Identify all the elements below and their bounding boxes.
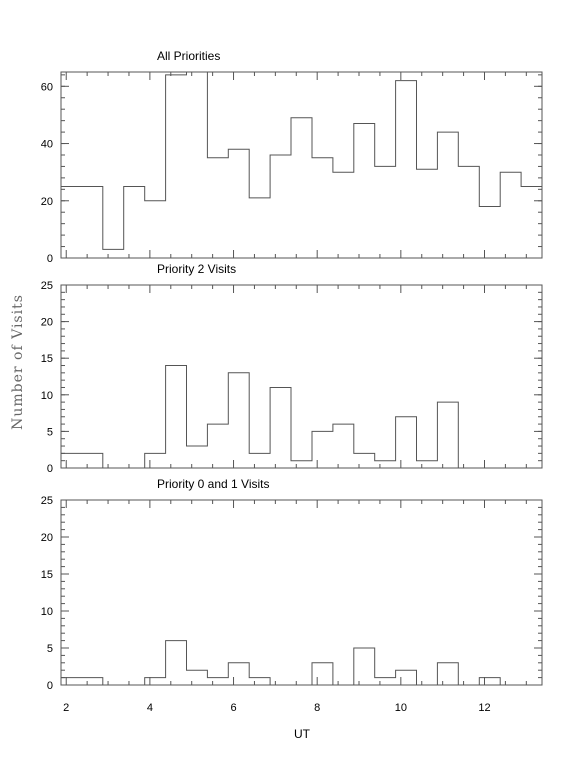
- histogram-bin: [207, 158, 228, 258]
- histogram-bin: [333, 172, 354, 258]
- histogram-bin: [166, 366, 187, 468]
- histogram-bin: [186, 72, 207, 258]
- y-tick-label: 15: [41, 353, 53, 365]
- histogram-bin: [437, 402, 458, 468]
- histogram-bin: [437, 132, 458, 258]
- histogram-bin: [312, 431, 333, 468]
- histogram-bin: [145, 453, 166, 468]
- histogram-bin: [417, 461, 438, 468]
- histogram-series: [61, 365, 542, 469]
- histogram-bin: [166, 75, 187, 258]
- histogram-bin: [207, 678, 228, 685]
- histogram-bin: [354, 453, 375, 468]
- y-tick-label: 0: [47, 253, 53, 265]
- y-tick-label: 40: [41, 139, 53, 151]
- histogram-bin: [61, 678, 82, 685]
- histogram-bin: [458, 166, 479, 258]
- histogram-bin: [249, 453, 270, 468]
- histogram-bin: [312, 158, 333, 258]
- histogram-bin: [82, 453, 103, 468]
- histogram-bin: [437, 663, 458, 685]
- histogram-bin: [270, 155, 291, 258]
- panel-title: Priority 2 Visits: [157, 262, 236, 276]
- histogram-bin: [145, 678, 166, 685]
- histogram-bin: [396, 81, 417, 258]
- histogram-bin: [354, 648, 375, 685]
- x-tick-label: 12: [478, 702, 490, 714]
- plot-frame: [60, 284, 543, 469]
- y-tick-label: 25: [41, 495, 53, 507]
- plot-frame: [60, 499, 543, 686]
- histogram-bin: [333, 424, 354, 468]
- histogram-bin: [82, 186, 103, 258]
- panel-2: Priority 2 Visits 0 5 10 15 20 25: [41, 262, 543, 475]
- y-tick-label: 5: [47, 426, 53, 438]
- histogram-bin: [396, 670, 417, 685]
- y-tick-label: 5: [47, 643, 53, 655]
- histogram-bin: [186, 670, 207, 685]
- histogram-bin: [291, 118, 312, 258]
- y-tick-label: 0: [47, 680, 53, 692]
- x-tick-label: 6: [230, 702, 236, 714]
- histogram-bin: [249, 198, 270, 258]
- histogram-bin: [479, 678, 500, 685]
- x-axis-label: UT: [294, 727, 311, 741]
- y-tick-label: 0: [47, 463, 53, 475]
- histogram-bin: [500, 172, 521, 258]
- histogram-bin: [521, 186, 542, 258]
- histogram-bin: [354, 124, 375, 258]
- x-tick-label: 4: [147, 702, 153, 714]
- histogram-bin: [228, 663, 249, 685]
- histogram-bin: [103, 249, 124, 258]
- y-tick-label: 20: [41, 196, 53, 208]
- y-tick-label: 60: [41, 81, 53, 93]
- histogram-bin: [479, 206, 500, 258]
- histogram-bin: [207, 424, 228, 468]
- histogram-bin: [228, 373, 249, 468]
- x-tick-label: 2: [63, 702, 69, 714]
- histogram-bin: [375, 166, 396, 258]
- y-tick-label: 20: [41, 317, 53, 329]
- histogram-bin: [291, 461, 312, 468]
- histogram-bin: [270, 387, 291, 468]
- histogram-bin: [312, 663, 333, 685]
- y-axis-label: Number of Visits: [10, 294, 26, 430]
- histogram-bin: [417, 169, 438, 258]
- y-tick-label: 10: [41, 606, 53, 618]
- histogram-bin: [375, 678, 396, 685]
- y-tick-label: 10: [41, 390, 53, 402]
- panel-3: Priority 0 and 1 Visits 0 5 10 15 20 25: [41, 477, 543, 692]
- x-tick-label: 10: [395, 702, 407, 714]
- plot-frame: [60, 71, 543, 259]
- y-tick-label: 25: [41, 280, 53, 292]
- histogram-series: [61, 71, 543, 250]
- histogram-bin: [124, 186, 145, 258]
- histogram-bin: [61, 186, 82, 258]
- histogram-bin: [228, 149, 249, 258]
- y-tick-label: 20: [41, 532, 53, 544]
- histogram-series: [61, 640, 543, 686]
- panel-title: All Priorities: [157, 49, 220, 63]
- histogram-bin: [61, 453, 82, 468]
- panel-1: All Priorities 0 20 40 60: [41, 49, 543, 265]
- histogram-bin: [186, 446, 207, 468]
- histogram-bin: [166, 641, 187, 685]
- histogram-bin: [375, 461, 396, 468]
- histogram-bin: [249, 678, 270, 685]
- panel-title: Priority 0 and 1 Visits: [157, 477, 270, 491]
- histogram-bin: [82, 678, 103, 685]
- x-tick-label: 8: [314, 702, 320, 714]
- histogram-bin: [396, 417, 417, 468]
- histogram-bin: [145, 201, 166, 258]
- y-tick-label: 15: [41, 569, 53, 581]
